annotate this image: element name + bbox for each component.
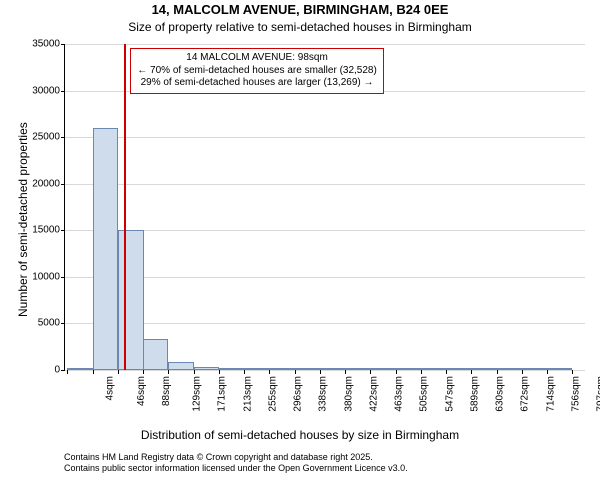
xtick-label: 88sqm (159, 370, 172, 406)
xtick-mark (194, 370, 195, 374)
xtick-label: 296sqm (291, 370, 304, 412)
xtick-mark (219, 370, 220, 374)
histogram-bar (168, 362, 193, 370)
chart-page: 14, MALCOLM AVENUE, BIRMINGHAM, B24 0EE … (0, 0, 600, 500)
xtick-mark (244, 370, 245, 374)
xtick-mark (67, 370, 68, 374)
xtick-mark (370, 370, 371, 374)
xtick-mark (143, 370, 144, 374)
ytick-label: 25000 (32, 132, 65, 143)
y-axis-label: Number of semi-detached properties (16, 122, 30, 317)
xtick-mark (345, 370, 346, 374)
xtick-label: 46sqm (134, 370, 147, 406)
annotation-line: 29% of semi-detached houses are larger (… (137, 77, 377, 90)
xtick-mark (93, 370, 94, 374)
annotation-line: 14 MALCOLM AVENUE: 98sqm (137, 52, 377, 65)
xtick-label: 589sqm (468, 370, 481, 412)
xtick-label: 213sqm (240, 370, 253, 412)
histogram-bar (93, 128, 118, 370)
page-subtitle: Size of property relative to semi-detach… (0, 20, 600, 34)
ytick-label: 20000 (32, 178, 65, 189)
xtick-mark (522, 370, 523, 374)
histogram-bar (118, 230, 143, 370)
xtick-label: 672sqm (518, 370, 531, 412)
histogram-bar (143, 339, 168, 370)
property-marker-line (124, 44, 126, 370)
footer-line-2: Contains public sector information licen… (64, 463, 408, 474)
histogram-bar (67, 368, 92, 370)
xtick-mark (421, 370, 422, 374)
xtick-mark (497, 370, 498, 374)
xtick-mark (396, 370, 397, 374)
ytick-label: 0 (54, 365, 65, 376)
gridline (65, 137, 585, 138)
xtick-mark (269, 370, 270, 374)
xtick-label: 380sqm (341, 370, 354, 412)
footer-attribution: Contains HM Land Registry data © Crown c… (64, 452, 408, 474)
xtick-mark (295, 370, 296, 374)
xtick-label: 338sqm (316, 370, 329, 412)
xtick-label: 255sqm (266, 370, 279, 412)
xtick-mark (572, 370, 573, 374)
xtick-label: 714sqm (543, 370, 556, 412)
xtick-label: 547sqm (442, 370, 455, 412)
xtick-mark (320, 370, 321, 374)
gridline (65, 44, 585, 45)
plot-area: 050001000015000200002500030000350004sqm4… (64, 44, 585, 371)
xtick-label: 129sqm (190, 370, 203, 412)
x-axis-label: Distribution of semi-detached houses by … (0, 428, 600, 442)
xtick-mark (547, 370, 548, 374)
ytick-label: 30000 (32, 85, 65, 96)
ytick-label: 5000 (38, 318, 65, 329)
xtick-label: 463sqm (392, 370, 405, 412)
annotation-box: 14 MALCOLM AVENUE: 98sqm← 70% of semi-de… (130, 48, 384, 94)
gridline (65, 184, 585, 185)
ytick-label: 10000 (32, 271, 65, 282)
xtick-label: 422sqm (367, 370, 380, 412)
xtick-mark (118, 370, 119, 374)
footer-line-1: Contains HM Land Registry data © Crown c… (64, 452, 408, 463)
annotation-line: ← 70% of semi-detached houses are smalle… (137, 65, 377, 78)
ytick-label: 15000 (32, 225, 65, 236)
xtick-label: 505sqm (417, 370, 430, 412)
page-title: 14, MALCOLM AVENUE, BIRMINGHAM, B24 0EE (0, 2, 600, 17)
xtick-label: 797sqm (593, 370, 600, 412)
xtick-mark (446, 370, 447, 374)
xtick-label: 630sqm (493, 370, 506, 412)
ytick-label: 35000 (32, 39, 65, 50)
xtick-label: 756sqm (569, 370, 582, 412)
xtick-label: 171sqm (215, 370, 228, 412)
xtick-mark (168, 370, 169, 374)
xtick-mark (471, 370, 472, 374)
xtick-label: 4sqm (103, 370, 116, 400)
